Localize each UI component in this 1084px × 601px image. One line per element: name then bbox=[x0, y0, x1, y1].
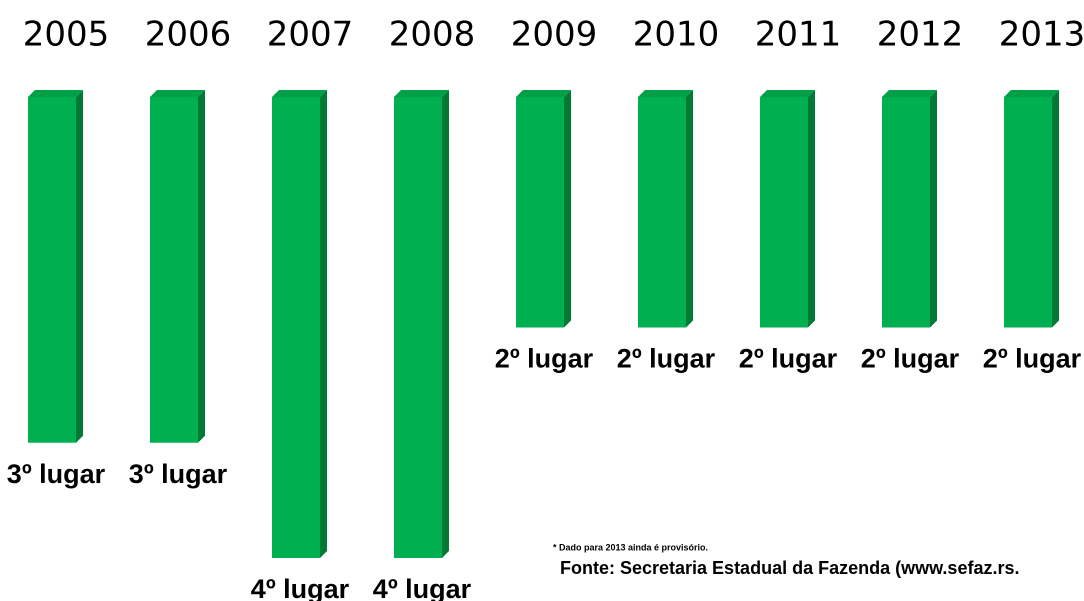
footnote: * Dado para 2013 ainda é provisório. bbox=[553, 542, 708, 552]
bar-top bbox=[638, 90, 693, 97]
bar-top bbox=[882, 90, 937, 97]
x-tick-label: 2008 bbox=[389, 15, 476, 55]
source-note: Fonte: Secretaria Estadual da Fazenda (w… bbox=[560, 558, 1019, 578]
data-label: 2º lugar bbox=[495, 344, 594, 374]
bar-side bbox=[930, 90, 937, 328]
x-tick-label: 2012 bbox=[877, 15, 964, 55]
bar-side bbox=[808, 90, 815, 328]
bar-top bbox=[516, 90, 571, 97]
bar bbox=[516, 97, 564, 328]
data-label: 2º lugar bbox=[617, 344, 716, 374]
bar-side bbox=[198, 90, 205, 443]
data-label: 2º lugar bbox=[739, 344, 838, 374]
bar bbox=[1004, 97, 1052, 328]
bar-top bbox=[150, 90, 205, 97]
data-label: 3º lugar bbox=[129, 459, 228, 489]
bar-side bbox=[686, 90, 693, 328]
bar-side bbox=[442, 90, 449, 558]
bar-side bbox=[564, 90, 571, 328]
bar bbox=[28, 97, 76, 443]
bar-top bbox=[394, 90, 449, 97]
bar-side bbox=[320, 90, 327, 558]
bar bbox=[272, 97, 320, 558]
bar bbox=[150, 97, 198, 443]
x-tick-label: 2007 bbox=[267, 15, 354, 55]
data-label: 4º lugar bbox=[251, 574, 350, 601]
bar bbox=[760, 97, 808, 328]
x-tick-label: 2010 bbox=[633, 15, 720, 55]
bar-top bbox=[1004, 90, 1059, 97]
bar-top bbox=[272, 90, 327, 97]
data-label: 3º lugar bbox=[7, 459, 106, 489]
bar-side bbox=[1052, 90, 1059, 328]
data-label: 2º lugar bbox=[861, 344, 960, 374]
bar-top bbox=[28, 90, 83, 97]
bar-side bbox=[76, 90, 83, 443]
x-tick-label: 2009 bbox=[511, 15, 598, 55]
data-label: 4º lugar bbox=[373, 574, 472, 601]
bar bbox=[638, 97, 686, 328]
x-tick-label: 2013 bbox=[999, 15, 1084, 55]
bar-top bbox=[760, 90, 815, 97]
bar bbox=[394, 97, 442, 558]
data-label: 2º lugar bbox=[983, 344, 1082, 374]
bar bbox=[882, 97, 930, 328]
x-tick-label: 2006 bbox=[145, 15, 232, 55]
x-tick-label: 2011 bbox=[755, 15, 842, 55]
x-tick-label: 2005 bbox=[23, 15, 110, 55]
